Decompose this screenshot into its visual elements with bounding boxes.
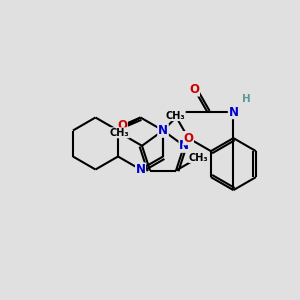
Text: N: N — [158, 124, 168, 137]
Text: N: N — [158, 124, 168, 137]
Text: CH₃: CH₃ — [166, 111, 185, 121]
Text: CH₃: CH₃ — [189, 152, 208, 163]
Text: O: O — [183, 132, 194, 145]
Text: O: O — [117, 119, 127, 132]
Text: H: H — [242, 94, 251, 104]
Text: O: O — [189, 83, 200, 96]
Text: N: N — [228, 106, 239, 118]
Text: N: N — [136, 163, 146, 176]
Text: CH₃: CH₃ — [110, 128, 129, 138]
Text: N: N — [179, 139, 189, 152]
